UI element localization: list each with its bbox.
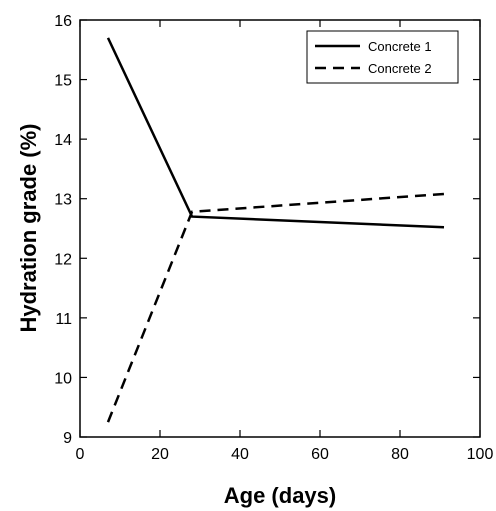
legend-label-concrete-1: Concrete 1 — [368, 39, 432, 54]
legend-box — [306, 30, 459, 84]
series-line-1 — [106, 37, 445, 229]
x-tick-label: 40 — [231, 446, 249, 463]
x-tick-label: 0 — [76, 446, 85, 463]
y-axis-title: Hydration grade (%) — [16, 123, 41, 332]
x-tick-label: 80 — [391, 446, 409, 463]
x-ticks: 0 20 40 60 80 100 — [76, 20, 494, 463]
y-tick-label: 14 — [54, 132, 72, 149]
y-tick-label: 9 — [63, 430, 72, 447]
series-layer — [106, 37, 445, 423]
y-tick-label: 15 — [54, 73, 72, 90]
y-tick-label: 13 — [54, 192, 72, 209]
y-tick-label: 12 — [54, 251, 72, 268]
legend: Concrete 1 Concrete 2 — [306, 30, 459, 84]
x-tick-label: 20 — [151, 446, 169, 463]
x-axis-title: Age (days) — [224, 483, 336, 508]
y-ticks: 9 10 11 12 13 14 15 16 — [54, 13, 480, 447]
plot-frame — [79, 19, 481, 438]
series-line-2 — [106, 192, 445, 423]
legend-label-concrete-2: Concrete 2 — [368, 61, 432, 76]
y-tick-label: 16 — [54, 13, 72, 30]
y-tick-label: 10 — [54, 370, 72, 387]
y-tick-label: 11 — [55, 311, 72, 328]
x-tick-label: 60 — [311, 446, 329, 463]
x-tick-label: 100 — [467, 446, 494, 463]
